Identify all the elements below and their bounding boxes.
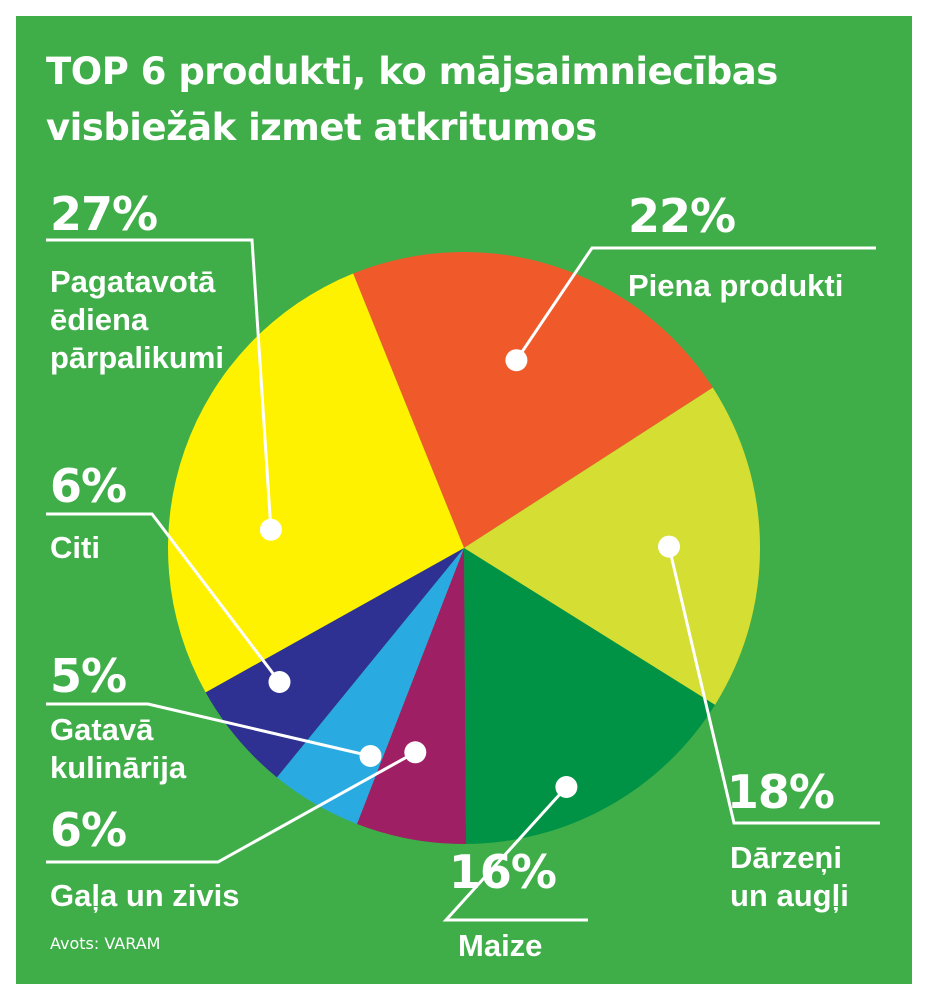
value-label-citi: 6% <box>50 459 126 513</box>
pie-slice-darzeni-un-augli <box>464 387 761 705</box>
pie-slice-gatava-kulinarija <box>276 548 464 824</box>
chart-title: TOP 6 produkti, ko mājsaimniecības visbi… <box>46 44 886 156</box>
category-label-pagatavota-ediena-parpalikumi: Pagatavotā ēdiena pārpalikumi <box>50 264 224 375</box>
chart-title-line-2: visbiežāk izmet atkritumos <box>46 106 597 149</box>
value-label-gatava-kulinarija: 5% <box>50 649 126 703</box>
category-label-gala-un-zivis: Gaļa un zivis <box>50 878 240 913</box>
leader-line-gala-un-zivis <box>46 750 417 864</box>
source-note: Avots: VARAM <box>50 934 160 953</box>
category-label-citi: Citi <box>50 530 100 565</box>
leader-line-maize <box>442 785 588 922</box>
value-label-pagatavota-ediena-parpalikumi: 27% <box>50 187 157 241</box>
value-label-gala-un-zivis: 6% <box>50 803 126 857</box>
callout-dot-darzeni-un-augli <box>658 535 680 558</box>
leader-line-darzeni-un-augli <box>667 546 880 825</box>
callout-dot-maize <box>555 776 578 798</box>
pie-slice-pagatavota-ediena-parpalikumi <box>168 273 464 693</box>
category-label-darzeni-un-augli: Dārzeņi un augļi <box>730 840 849 913</box>
leader-line-gatava-kulinarija <box>46 702 371 758</box>
value-label-darzeni-un-augli: 18% <box>727 765 834 819</box>
pie-slice-citi <box>205 548 464 778</box>
pie-slice-maize <box>464 548 716 844</box>
category-label-gatava-kulinarija: Gatavā kulinārija <box>50 712 187 785</box>
callout-dot-gala-un-zivis <box>404 741 427 764</box>
category-label-piena-produkti: Piena produkti <box>628 268 843 303</box>
callout-dot-citi <box>268 671 291 693</box>
source-label: Avots: <box>50 934 100 953</box>
callout-dot-piena-produkti <box>505 349 528 372</box>
pie-callouts: 22% Piena produkti 18% Dārzeņi un augļi 16% Ma… <box>46 187 880 963</box>
leader-line-piena-produkti <box>515 246 876 362</box>
callout-dot-pagatavota-ediena-parpalikumi <box>259 518 282 541</box>
category-label-maize: Maize <box>458 928 542 963</box>
callout-dot-gatava-kulinarija <box>359 745 382 767</box>
chart-title-line-1: TOP 6 produkti, ko mājsaimniecības <box>46 50 778 93</box>
leader-line-pagatavota-ediena-parpalikumi <box>46 238 273 530</box>
pie-slice-piena-produkti <box>353 251 713 549</box>
value-label-maize: 16% <box>449 845 556 899</box>
source-value: VARAM <box>104 934 161 953</box>
value-label-piena-produkti: 22% <box>628 189 735 243</box>
leader-line-citi <box>46 512 281 683</box>
